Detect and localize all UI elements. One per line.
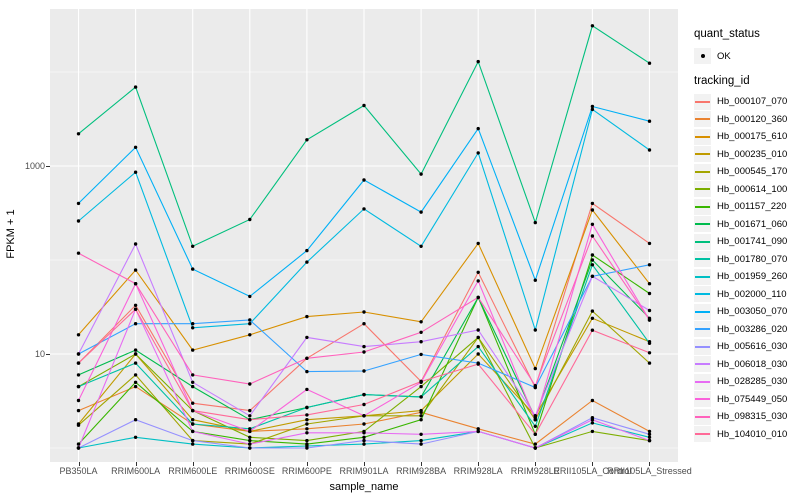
legend-item-Hb_028285_030: Hb_028285_030 xyxy=(694,373,798,391)
legend: quant_status OK tracking_id Hb_000107_07… xyxy=(694,28,798,443)
legend-label: Hb_001157_220 xyxy=(717,201,787,213)
legend-key-line-icon xyxy=(694,391,711,408)
x-tick-label: RRII105LA_Stressed xyxy=(607,466,692,476)
legend-item-Hb_104010_010: Hb_104010_010 xyxy=(694,426,798,444)
legend-item-Hb_000614_100: Hb_000614_100 xyxy=(694,181,798,199)
legend-key-line-icon xyxy=(694,216,711,233)
legend-item-Hb_001671_060: Hb_001671_060 xyxy=(694,216,798,234)
x-tick-label: RRIM600SE xyxy=(224,466,275,476)
legend-label: Hb_002000_110 xyxy=(717,288,787,300)
x-tick-label: RRIM600LE xyxy=(168,466,218,476)
legend-item-Hb_000107_070: Hb_000107_070 xyxy=(694,93,798,111)
point-marker-icon xyxy=(694,48,711,64)
legend-label: Hb_000175_610 xyxy=(717,131,788,143)
x-tick-mark xyxy=(306,462,308,466)
y-tick-mark xyxy=(46,354,50,355)
legend-item-Hb_001157_220: Hb_001157_220 xyxy=(694,198,798,216)
legend-label: Hb_001959_260 xyxy=(717,271,788,283)
legend-key-line-icon xyxy=(694,146,711,163)
x-tick-mark xyxy=(535,462,537,466)
legend-key-line-icon xyxy=(694,198,711,215)
legend-key-line-icon xyxy=(694,128,711,145)
legend-label: Hb_028285_030 xyxy=(717,376,788,388)
legend-item-Hb_000175_610: Hb_000175_610 xyxy=(694,128,798,146)
x-tick-label: RRIM600LA xyxy=(111,466,161,476)
legend-key-line-icon xyxy=(694,286,711,303)
legend-label: Hb_000120_360 xyxy=(717,113,788,125)
legend-label-ok: OK xyxy=(717,50,731,62)
legend-item-Hb_000235_010: Hb_000235_010 xyxy=(694,146,798,164)
legend-key-line-icon xyxy=(694,268,711,285)
x-tick-label: RRIM600PE xyxy=(281,466,332,476)
y-tick-label: 10 xyxy=(34,349,45,359)
legend-key-line-icon xyxy=(694,233,711,250)
x-tick-mark xyxy=(421,462,423,466)
legend-item-Hb_001741_090: Hb_001741_090 xyxy=(694,233,798,251)
x-tick-label: RRIM901LA xyxy=(339,466,389,476)
x-tick-label: PB350LA xyxy=(59,466,98,476)
legend-label: Hb_000614_100 xyxy=(717,183,788,195)
legend-item-Hb_006018_030: Hb_006018_030 xyxy=(694,356,798,374)
x-tick-label: RRIM928LE xyxy=(510,466,560,476)
x-tick-mark xyxy=(478,462,480,466)
legend-label: Hb_006018_030 xyxy=(717,358,788,370)
legend-label: Hb_000107_070 xyxy=(717,96,788,108)
x-tick-mark xyxy=(78,462,80,466)
tracking-id-legend-items: Hb_000107_070 Hb_000120_360 Hb_000175_610 H… xyxy=(694,93,798,443)
x-tick-label: RRIM928LA xyxy=(453,466,503,476)
legend-item-Hb_075449_050: Hb_075449_050 xyxy=(694,391,798,409)
legend-title-tracking-id: tracking_id xyxy=(694,75,750,87)
legend-key-line-icon xyxy=(694,251,711,268)
legend-item-quant-ok: OK xyxy=(694,46,798,66)
legend-key-line-icon xyxy=(694,321,711,338)
legend-item-Hb_001959_260: Hb_001959_260 xyxy=(694,268,798,286)
legend-key-line-icon xyxy=(694,181,711,198)
legend-title-quant-status: quant_status xyxy=(694,28,760,40)
legend-item-Hb_001780_070: Hb_001780_070 xyxy=(694,251,798,269)
x-tick-label: RRII105LA_Control xyxy=(553,466,632,476)
plot-panel xyxy=(50,9,678,462)
legend-label: Hb_098315_030 xyxy=(717,411,788,423)
legend-item-Hb_003286_020: Hb_003286_020 xyxy=(694,321,798,339)
legend-item-Hb_003050_070: Hb_003050_070 xyxy=(694,303,798,321)
legend-label: Hb_001780_070 xyxy=(717,253,788,265)
legend-item-Hb_000545_170: Hb_000545_170 xyxy=(694,163,798,181)
legend-item-Hb_000120_360: Hb_000120_360 xyxy=(694,111,798,129)
legend-label: Hb_005616_030 xyxy=(717,341,788,353)
legend-key-line-icon xyxy=(694,426,711,443)
legend-key-line-icon xyxy=(694,93,711,110)
legend-label: Hb_001741_090 xyxy=(717,236,788,248)
legend-label: Hb_104010_010 xyxy=(717,428,788,440)
legend-item-Hb_098315_030: Hb_098315_030 xyxy=(694,408,798,426)
legend-item-Hb_005616_030: Hb_005616_030 xyxy=(694,338,798,356)
x-tick-mark xyxy=(249,462,251,466)
legend-label: Hb_000545_170 xyxy=(717,166,788,178)
y-tick-mark xyxy=(46,166,50,167)
x-tick-mark xyxy=(592,462,594,466)
legend-key-line-icon xyxy=(694,163,711,180)
y-tick-label: 1000 xyxy=(24,161,45,171)
x-tick-mark xyxy=(135,462,137,466)
x-tick-label: RRIM928BA xyxy=(396,466,447,476)
legend-key-line-icon xyxy=(694,338,711,355)
x-tick-mark xyxy=(364,462,365,466)
legend-label: Hb_000235_010 xyxy=(717,148,788,160)
x-tick-mark xyxy=(649,462,651,466)
legend-key-line-icon xyxy=(694,356,711,373)
x-axis-title: sample_name xyxy=(329,481,399,493)
legend-label: Hb_003286_020 xyxy=(717,323,788,335)
legend-label: Hb_001671_060 xyxy=(717,218,788,230)
legend-key-line-icon xyxy=(694,408,711,425)
legend-key-line-icon xyxy=(694,373,711,390)
legend-key-line-icon xyxy=(694,111,711,128)
legend-label: Hb_003050_070 xyxy=(717,306,788,318)
legend-label: Hb_075449_050 xyxy=(717,393,788,405)
legend-key-line-icon xyxy=(694,303,711,320)
x-tick-mark xyxy=(192,462,194,466)
legend-item-Hb_002000_110: Hb_002000_110 xyxy=(694,286,798,304)
